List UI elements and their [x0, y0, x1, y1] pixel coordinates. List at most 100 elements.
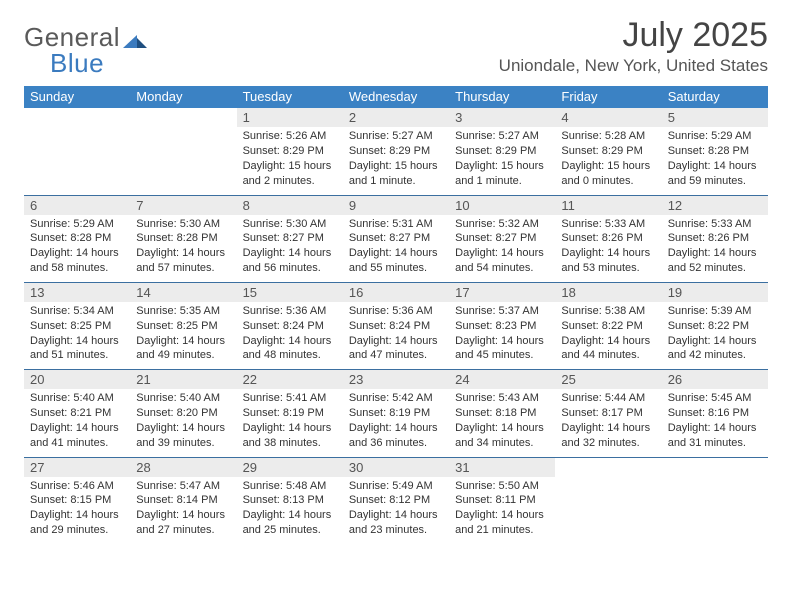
- day-cell: 29Sunrise: 5:48 AMSunset: 8:13 PMDayligh…: [237, 458, 343, 544]
- day-cell: 6Sunrise: 5:29 AMSunset: 8:28 PMDaylight…: [24, 196, 130, 282]
- sunset-text: Sunset: 8:25 PM: [30, 319, 125, 334]
- day-number: 27: [24, 458, 130, 477]
- sunset-text: Sunset: 8:19 PM: [243, 406, 338, 421]
- day-cell: 21Sunrise: 5:40 AMSunset: 8:20 PMDayligh…: [130, 370, 236, 456]
- day-info: Sunrise: 5:38 AMSunset: 8:22 PMDaylight:…: [555, 304, 661, 363]
- day-cell: 3 Sunrise: 5:27 AMSunset: 8:29 PMDaylight…: [449, 108, 555, 194]
- day-number: [24, 108, 130, 127]
- day-cell: 12 Sunrise: 5:33 AMSunset: 8:26 PMDayligh…: [662, 196, 768, 282]
- sunrise-text: Sunrise: 5:32 AM: [455, 217, 550, 232]
- day-number: 3: [449, 108, 555, 127]
- daylight-text: Daylight: 14 hours and 34 minutes.: [455, 421, 550, 451]
- day-info: Sunrise: 5:44 AMSunset: 8:17 PMDaylight:…: [555, 391, 661, 450]
- day-number: 25: [555, 370, 661, 389]
- sunset-text: Sunset: 8:24 PM: [349, 319, 444, 334]
- day-cell: 31Sunrise: 5:50 AMSunset: 8:11 PMDayligh…: [449, 458, 555, 544]
- day-info: Sunrise: 5:36 AMSunset: 8:24 PMDaylight:…: [237, 304, 343, 363]
- daylight-text: Daylight: 15 hours and 0 minutes.: [561, 159, 656, 189]
- day-cell: 19Sunrise: 5:39 AMSunset: 8:22 PMDayligh…: [662, 283, 768, 369]
- day-number: 15: [237, 283, 343, 302]
- sunset-text: Sunset: 8:28 PM: [136, 231, 231, 246]
- daylight-text: Daylight: 15 hours and 2 minutes.: [243, 159, 338, 189]
- day-info: Sunrise: 5:33 AMSunset: 8:26 PMDaylight:…: [555, 217, 661, 276]
- sunrise-text: Sunrise: 5:47 AM: [136, 479, 231, 494]
- day-info: Sunrise: 5:35 AMSunset: 8:25 PMDaylight:…: [130, 304, 236, 363]
- day-cell: 15 Sunrise: 5:36 AMSunset: 8:24 PMDayligh…: [237, 283, 343, 369]
- day-cell: 30Sunrise: 5:49 AMSunset: 8:12 PMDayligh…: [343, 458, 449, 544]
- day-info: Sunrise: 5:27 AMSunset: 8:29 PMDaylight:…: [343, 129, 449, 188]
- sunrise-text: Sunrise: 5:33 AM: [561, 217, 656, 232]
- week-row: 6Sunrise: 5:29 AMSunset: 8:28 PMDaylight…: [24, 196, 768, 283]
- daylight-text: Daylight: 14 hours and 48 minutes.: [243, 334, 338, 364]
- sunset-text: Sunset: 8:12 PM: [349, 493, 444, 508]
- sunset-text: Sunset: 8:17 PM: [561, 406, 656, 421]
- daylight-text: Daylight: 14 hours and 39 minutes.: [136, 421, 231, 451]
- day-number: 2: [343, 108, 449, 127]
- sunset-text: Sunset: 8:13 PM: [243, 493, 338, 508]
- day-info: Sunrise: 5:40 AMSunset: 8:21 PMDaylight:…: [24, 391, 130, 450]
- daylight-text: Daylight: 14 hours and 25 minutes.: [243, 508, 338, 538]
- sunset-text: Sunset: 8:21 PM: [30, 406, 125, 421]
- sunrise-text: Sunrise: 5:30 AM: [243, 217, 338, 232]
- day-info: Sunrise: 5:40 AMSunset: 8:20 PMDaylight:…: [130, 391, 236, 450]
- day-info: Sunrise: 5:29 AMSunset: 8:28 PMDaylight:…: [662, 129, 768, 188]
- day-number: 26: [662, 370, 768, 389]
- week-row: 1Sunrise: 5:26 AMSunset: 8:29 PMDaylight…: [24, 108, 768, 195]
- sunrise-text: Sunrise: 5:43 AM: [455, 391, 550, 406]
- sunset-text: Sunset: 8:20 PM: [136, 406, 231, 421]
- day-cell: 16Sunrise: 5:36 AMSunset: 8:24 PMDayligh…: [343, 283, 449, 369]
- sunrise-text: Sunrise: 5:36 AM: [243, 304, 338, 319]
- day-info: Sunrise: 5:28 AMSunset: 8:29 PMDaylight:…: [555, 129, 661, 188]
- day-number: 18: [555, 283, 661, 302]
- day-info: Sunrise: 5:42 AMSunset: 8:19 PMDaylight:…: [343, 391, 449, 450]
- sunset-text: Sunset: 8:29 PM: [561, 144, 656, 159]
- sunset-text: Sunset: 8:14 PM: [136, 493, 231, 508]
- day-info: Sunrise: 5:43 AMSunset: 8:18 PMDaylight:…: [449, 391, 555, 450]
- daylight-text: Daylight: 14 hours and 23 minutes.: [349, 508, 444, 538]
- sunset-text: Sunset: 8:28 PM: [30, 231, 125, 246]
- sunrise-text: Sunrise: 5:40 AM: [136, 391, 231, 406]
- day-number: 30: [343, 458, 449, 477]
- daylight-text: Daylight: 14 hours and 36 minutes.: [349, 421, 444, 451]
- day-number: 12: [662, 196, 768, 215]
- sunset-text: Sunset: 8:18 PM: [455, 406, 550, 421]
- weeks-container: 1Sunrise: 5:26 AMSunset: 8:29 PMDaylight…: [24, 108, 768, 544]
- sunrise-text: Sunrise: 5:29 AM: [668, 129, 763, 144]
- brand-line2: Blue: [24, 50, 147, 76]
- day-cell: 14Sunrise: 5:35 AMSunset: 8:25 PMDayligh…: [130, 283, 236, 369]
- day-number: [662, 458, 768, 477]
- day-info: Sunrise: 5:27 AMSunset: 8:29 PMDaylight:…: [449, 129, 555, 188]
- day-cell: [662, 458, 768, 544]
- day-cell: 17Sunrise: 5:37 AMSunset: 8:23 PMDayligh…: [449, 283, 555, 369]
- daylight-text: Daylight: 14 hours and 47 minutes.: [349, 334, 444, 364]
- day-cell: 2 Sunrise: 5:27 AMSunset: 8:29 PMDaylight…: [343, 108, 449, 194]
- sunrise-text: Sunrise: 5:45 AM: [668, 391, 763, 406]
- day-cell: 23Sunrise: 5:42 AMSunset: 8:19 PMDayligh…: [343, 370, 449, 456]
- daylight-text: Daylight: 14 hours and 38 minutes.: [243, 421, 338, 451]
- sunset-text: Sunset: 8:22 PM: [668, 319, 763, 334]
- daylight-text: Daylight: 15 hours and 1 minute.: [349, 159, 444, 189]
- weekday-header: Saturday: [662, 86, 768, 108]
- daylight-text: Daylight: 14 hours and 44 minutes.: [561, 334, 656, 364]
- sunrise-text: Sunrise: 5:41 AM: [243, 391, 338, 406]
- day-number: 24: [449, 370, 555, 389]
- daylight-text: Daylight: 14 hours and 27 minutes.: [136, 508, 231, 538]
- day-number: 10: [449, 196, 555, 215]
- day-number: 9: [343, 196, 449, 215]
- sunset-text: Sunset: 8:23 PM: [455, 319, 550, 334]
- day-info: Sunrise: 5:26 AMSunset: 8:29 PMDaylight:…: [237, 129, 343, 188]
- day-info: Sunrise: 5:33 AMSunset: 8:26 PMDaylight:…: [662, 217, 768, 276]
- day-cell: 11Sunrise: 5:33 AMSunset: 8:26 PMDayligh…: [555, 196, 661, 282]
- sunrise-text: Sunrise: 5:26 AM: [243, 129, 338, 144]
- day-number: 29: [237, 458, 343, 477]
- week-row: 27Sunrise: 5:46 AMSunset: 8:15 PMDayligh…: [24, 458, 768, 544]
- day-cell: 22Sunrise: 5:41 AMSunset: 8:19 PMDayligh…: [237, 370, 343, 456]
- day-number: 31: [449, 458, 555, 477]
- weekday-header: Friday: [555, 86, 661, 108]
- daylight-text: Daylight: 14 hours and 45 minutes.: [455, 334, 550, 364]
- day-number: 7: [130, 196, 236, 215]
- day-info: Sunrise: 5:47 AMSunset: 8:14 PMDaylight:…: [130, 479, 236, 538]
- sunrise-text: Sunrise: 5:46 AM: [30, 479, 125, 494]
- daylight-text: Daylight: 14 hours and 51 minutes.: [30, 334, 125, 364]
- day-number: 8: [237, 196, 343, 215]
